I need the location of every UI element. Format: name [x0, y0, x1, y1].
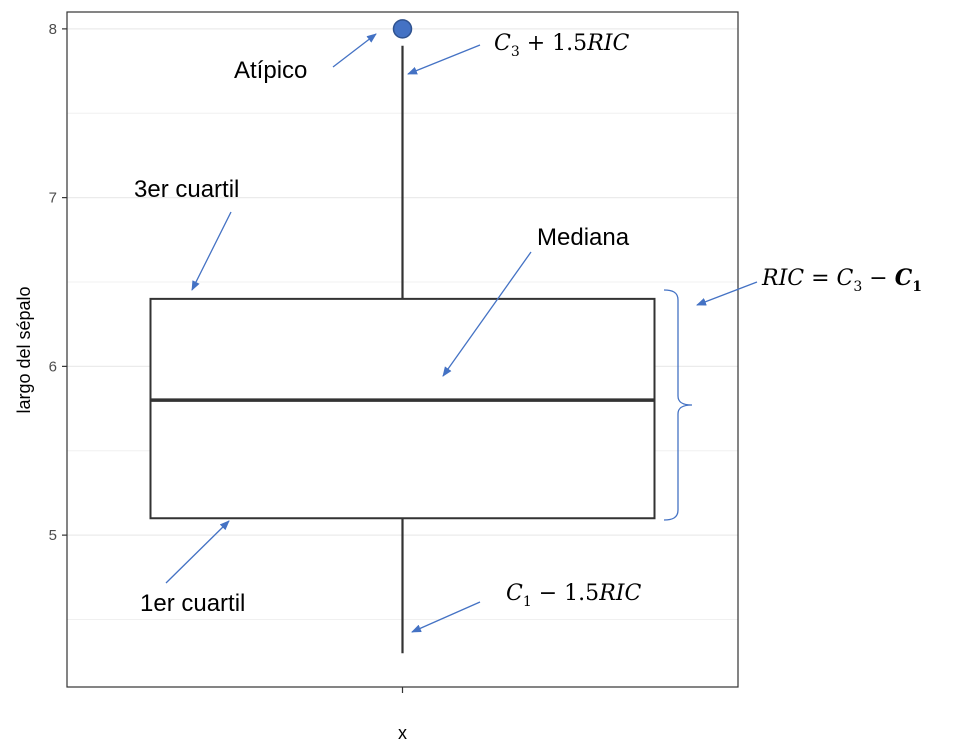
arrow-median [442, 251, 532, 377]
annotation-iqr: RIC = C3 − C1 [761, 265, 922, 295]
iqr-bracket [663, 289, 693, 521]
outlier-point [392, 19, 413, 39]
y-tick-label: 6 [49, 358, 57, 375]
arrow-iqr [696, 281, 758, 306]
arrow-q3 [191, 211, 232, 291]
annotation-upper-fence: C3 + 1.5RIC [494, 31, 629, 60]
y-axis: 5 6 7 8 [49, 21, 67, 544]
annotations: Atípico C3 + 1.5RIC 3er cuartil Mediana … [134, 31, 922, 633]
annotation-median: Mediana [537, 224, 630, 251]
arrow-lower-fence [411, 601, 481, 633]
x-tick-label: x [398, 723, 407, 743]
arrow-upper-fence [407, 44, 481, 75]
x-axis: x [398, 687, 407, 743]
annotation-lower-fence: C1 − 1.5RIC [506, 581, 641, 610]
y-tick-label: 8 [49, 21, 57, 38]
y-tick-label: 5 [49, 527, 57, 544]
boxplot [149, 19, 656, 654]
annotation-outlier: Atípico [234, 57, 307, 84]
annotation-q1: 1er cuartil [140, 590, 245, 617]
y-axis-title: largo del sépalo [14, 286, 34, 413]
iqr-box [149, 297, 656, 520]
arrow-outlier [332, 33, 377, 68]
y-tick-label: 7 [49, 190, 57, 207]
arrow-q1 [165, 520, 230, 584]
annotation-q3: 3er cuartil [134, 176, 239, 203]
